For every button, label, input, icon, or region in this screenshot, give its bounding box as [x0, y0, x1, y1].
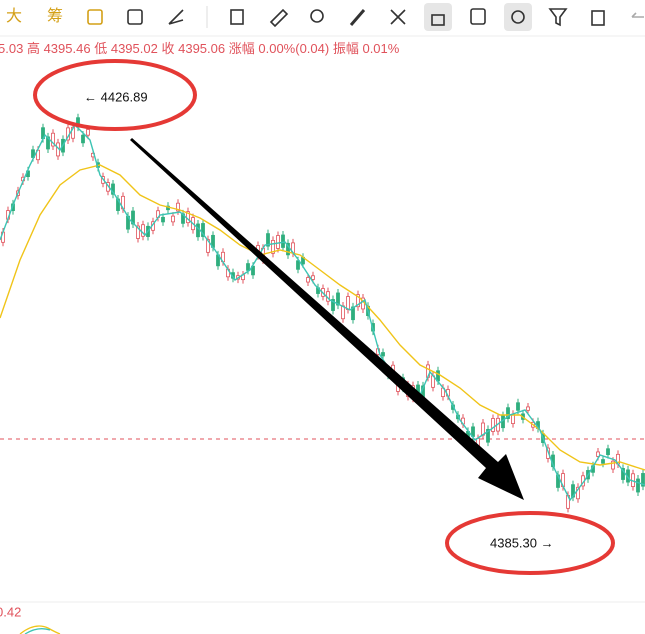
tool-icon[interactable] [127, 9, 143, 25]
tool-icon[interactable] [548, 8, 568, 27]
candle-body [111, 183, 115, 195]
candle-body [276, 235, 280, 249]
candle-body [636, 478, 640, 493]
candle-body [506, 407, 510, 419]
tool-icon[interactable] [230, 9, 244, 25]
tool-icon[interactable] [431, 14, 445, 26]
candle-body [611, 460, 615, 470]
candle-body [596, 451, 600, 457]
candle-body [306, 277, 310, 283]
candle-body [336, 292, 340, 306]
highlight-ellipse [33, 59, 197, 131]
candle-body [176, 202, 180, 212]
info-label: 涨幅 [229, 41, 255, 56]
tool-icon[interactable] [390, 9, 406, 25]
highlight-ellipse [445, 511, 615, 575]
candle-body [281, 234, 285, 248]
trend-arrow [130, 138, 524, 500]
tool-icon[interactable] [470, 8, 486, 25]
candle-body [621, 468, 625, 480]
active-bg [424, 3, 452, 31]
tool-icon[interactable] [269, 8, 289, 28]
candle-body [356, 294, 360, 308]
active-bg [504, 3, 532, 31]
candle-body [201, 223, 205, 237]
toolbar: 大 筹 [6, 3, 644, 31]
candle-body [351, 306, 355, 321]
candle-body [266, 233, 270, 247]
candle-body [296, 260, 300, 270]
info-value: 4395.46 [44, 41, 91, 56]
candle-body [81, 134, 85, 144]
candle-body [516, 402, 520, 411]
candle-body [486, 428, 490, 443]
candle-body [136, 225, 140, 239]
info-value: 4395.02 [111, 41, 158, 56]
candle-body [46, 136, 50, 150]
tool-icon[interactable] [511, 10, 525, 24]
sub-chart-value: 0.42 [0, 604, 21, 619]
info-value: 5.03 [0, 41, 23, 56]
info-value: 4395.06 [178, 41, 225, 56]
candle-body [196, 223, 200, 238]
candle-body [331, 299, 335, 311]
info-label: 振幅 [333, 41, 359, 56]
tool-icon[interactable] [87, 9, 103, 25]
tool-icon[interactable] [310, 9, 324, 23]
sub-line [19, 625, 61, 634]
tool-chou[interactable]: 筹 [47, 7, 63, 25]
tool-icon[interactable] [631, 12, 644, 18]
candle-body [346, 296, 350, 310]
info-label: 低 [94, 41, 107, 56]
candles [1, 113, 645, 513]
info-label: 高 [27, 41, 40, 56]
candle-body [526, 406, 530, 411]
candle-body [606, 448, 610, 456]
candle-body [341, 305, 345, 320]
info-label: 收 [161, 41, 174, 56]
tool-icon[interactable] [591, 10, 605, 26]
info-value: 0.01% [362, 41, 399, 56]
candle-body [141, 224, 145, 237]
low-marker: 4385.30 → [490, 535, 554, 550]
tool-da[interactable]: 大 [6, 7, 22, 25]
candle-body [161, 216, 165, 223]
candle-body [171, 215, 175, 223]
candle-body [381, 352, 385, 357]
ma-line-slow [0, 164, 645, 471]
info-value: 0.00%(0.04) [258, 41, 329, 56]
candle-body [311, 275, 315, 280]
candle-body [131, 210, 135, 225]
candle-body [86, 129, 90, 136]
high-marker: ← 4426.89 [84, 89, 148, 104]
tool-icon[interactable] [168, 9, 184, 25]
candle-body [246, 263, 250, 271]
info-bar: 5.03 高 4395.46 低 4395.02 收 4395.06 涨幅 0.… [0, 41, 400, 56]
candle-body [491, 418, 495, 432]
ma-line-fast [0, 123, 645, 502]
candle-body [601, 459, 605, 464]
tool-icon[interactable] [349, 9, 366, 26]
candle-body [51, 132, 55, 147]
candle-body [576, 486, 580, 500]
sub-line [24, 628, 51, 634]
candle-body [271, 239, 275, 254]
